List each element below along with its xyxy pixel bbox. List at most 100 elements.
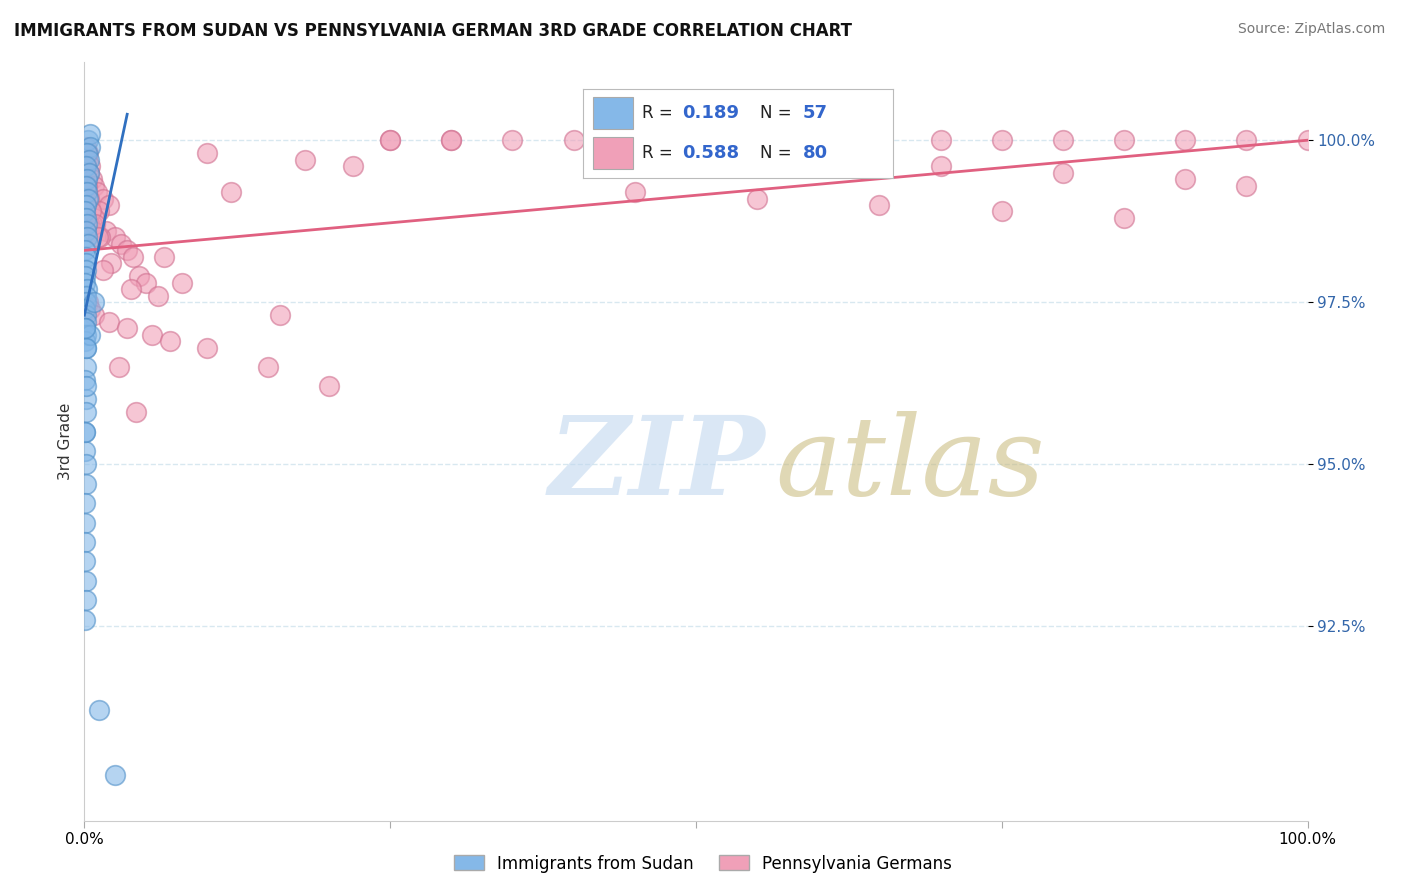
- Point: [87, 703, 110, 717]
- Point: [110, 236, 132, 251]
- Point: [75, 244, 97, 258]
- Point: [79, 327, 101, 342]
- Point: [77, 166, 100, 180]
- Point: [929, 159, 952, 173]
- Bar: [593, 137, 633, 169]
- Point: [76, 230, 98, 244]
- Point: [115, 321, 138, 335]
- Point: [75, 256, 97, 270]
- Point: [75, 593, 97, 607]
- Text: 0.189: 0.189: [682, 104, 740, 122]
- Point: [76, 172, 98, 186]
- Point: [75, 341, 97, 355]
- Point: [76, 153, 98, 167]
- Point: [1052, 166, 1074, 180]
- Point: [257, 359, 280, 374]
- Point: [75, 204, 97, 219]
- Point: [76, 236, 98, 251]
- Point: [104, 230, 127, 244]
- Point: [97, 315, 120, 329]
- Point: [77, 192, 100, 206]
- Point: [318, 379, 340, 393]
- Point: [73, 321, 96, 335]
- Point: [380, 133, 402, 147]
- Point: [75, 379, 97, 393]
- Point: [79, 139, 101, 153]
- Point: [685, 146, 707, 161]
- Point: [75, 554, 97, 568]
- Point: [440, 133, 463, 147]
- Point: [80, 218, 103, 232]
- Point: [75, 574, 97, 588]
- Point: [100, 256, 122, 270]
- Text: atlas: atlas: [776, 410, 1045, 518]
- Point: [294, 153, 316, 167]
- Point: [77, 192, 100, 206]
- Point: [75, 334, 97, 348]
- Point: [1296, 133, 1319, 147]
- Point: [502, 133, 524, 147]
- Point: [380, 133, 402, 147]
- Point: [84, 218, 107, 232]
- Point: [75, 198, 97, 212]
- Point: [75, 139, 97, 153]
- Point: [96, 224, 118, 238]
- Point: [107, 359, 129, 374]
- Point: [1236, 133, 1258, 147]
- Point: [76, 218, 98, 232]
- Point: [75, 301, 97, 316]
- Text: R =: R =: [643, 145, 678, 162]
- Point: [77, 146, 100, 161]
- Point: [991, 204, 1014, 219]
- Point: [76, 282, 98, 296]
- Point: [91, 192, 114, 206]
- Point: [87, 204, 110, 219]
- Point: [87, 230, 110, 244]
- Text: 0.588: 0.588: [682, 145, 740, 162]
- Point: [75, 159, 97, 173]
- Point: [219, 185, 242, 199]
- Point: [75, 276, 97, 290]
- Point: [624, 185, 647, 199]
- Point: [75, 359, 97, 374]
- Point: [79, 127, 101, 141]
- Text: ZIP: ZIP: [550, 410, 766, 518]
- Point: [75, 327, 97, 342]
- Point: [269, 308, 291, 322]
- Text: 57: 57: [803, 104, 828, 122]
- Point: [153, 250, 176, 264]
- Point: [77, 166, 100, 180]
- Point: [122, 250, 145, 264]
- Point: [807, 153, 830, 167]
- Point: [1174, 133, 1197, 147]
- Text: N =: N =: [759, 104, 797, 122]
- Point: [104, 768, 127, 782]
- Point: [89, 230, 111, 244]
- Point: [73, 496, 96, 510]
- Point: [83, 211, 105, 225]
- Point: [1236, 178, 1258, 193]
- Point: [685, 133, 707, 147]
- Point: [73, 535, 96, 549]
- Point: [75, 392, 97, 407]
- Point: [624, 133, 647, 147]
- Point: [83, 295, 105, 310]
- Point: [172, 276, 194, 290]
- Point: [80, 204, 103, 219]
- Text: 80: 80: [803, 145, 828, 162]
- Point: [929, 133, 952, 147]
- Point: [747, 133, 769, 147]
- Point: [75, 315, 97, 329]
- Point: [146, 289, 169, 303]
- Point: [79, 301, 101, 316]
- Point: [75, 321, 97, 335]
- Point: [195, 341, 218, 355]
- Point: [75, 405, 97, 419]
- Point: [128, 269, 150, 284]
- Point: [75, 373, 97, 387]
- Point: [440, 133, 463, 147]
- Text: IMMIGRANTS FROM SUDAN VS PENNSYLVANIA GERMAN 3RD GRADE CORRELATION CHART: IMMIGRANTS FROM SUDAN VS PENNSYLVANIA GE…: [14, 22, 852, 40]
- Point: [75, 178, 97, 193]
- Point: [83, 178, 105, 193]
- Point: [562, 133, 585, 147]
